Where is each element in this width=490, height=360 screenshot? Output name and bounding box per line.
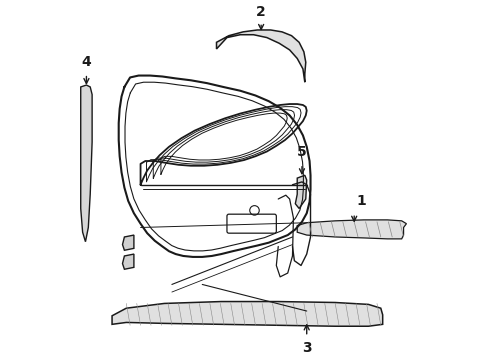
Text: 4: 4 [81, 55, 91, 69]
Polygon shape [217, 30, 306, 82]
Text: 1: 1 [356, 194, 366, 208]
Polygon shape [122, 254, 134, 269]
Polygon shape [122, 235, 134, 250]
Polygon shape [295, 175, 307, 208]
FancyBboxPatch shape [227, 214, 276, 233]
Polygon shape [112, 302, 383, 326]
Text: 2: 2 [256, 5, 266, 19]
Polygon shape [297, 220, 406, 239]
Text: 5: 5 [297, 145, 307, 159]
Polygon shape [81, 85, 92, 242]
Text: 3: 3 [302, 341, 312, 355]
